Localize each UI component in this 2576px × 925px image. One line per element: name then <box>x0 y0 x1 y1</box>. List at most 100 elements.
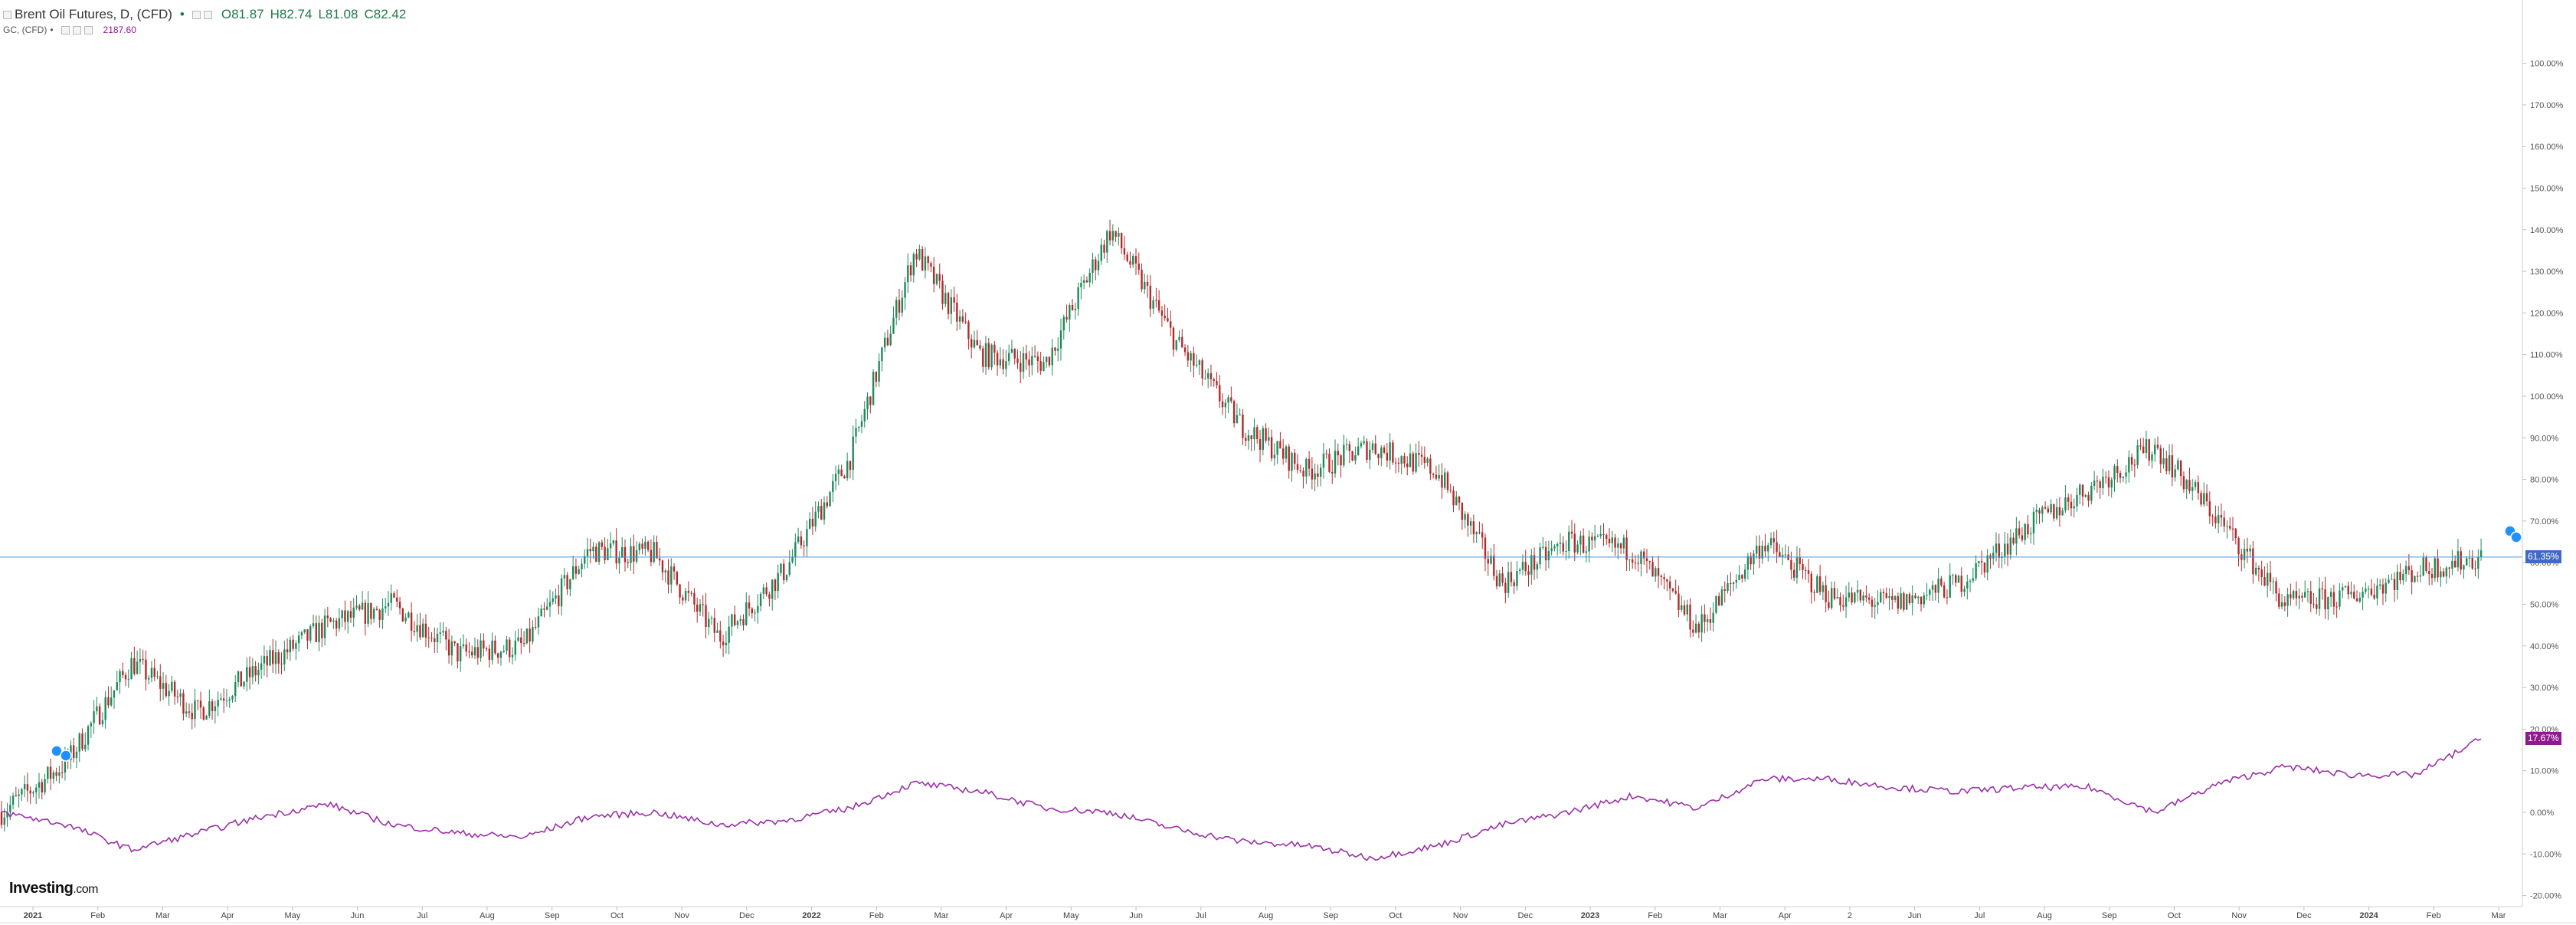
brent-candle <box>855 418 857 444</box>
candle-body <box>0 812 3 825</box>
candle-body <box>1579 535 1582 545</box>
candle-body <box>1057 348 1059 351</box>
candle-body <box>2004 543 2006 558</box>
candle-body <box>191 713 193 720</box>
candle-body <box>1795 557 1799 578</box>
candle-body <box>1513 582 1515 586</box>
brent-candle <box>915 248 918 267</box>
brent-candle <box>2087 491 2090 507</box>
brent-candle <box>237 670 240 687</box>
collapse-icon[interactable] <box>3 10 11 19</box>
candle-body <box>814 511 817 527</box>
brent-candle <box>1867 593 1871 605</box>
candle-body <box>1602 533 1605 536</box>
brent-candle <box>1709 607 1712 631</box>
candle-body <box>1085 280 1088 283</box>
brent-candle <box>1648 560 1651 570</box>
brent-candle <box>1213 377 1215 388</box>
candle-body <box>2260 569 2263 577</box>
candle-body <box>1720 589 1723 606</box>
brent-candle <box>2316 597 2318 615</box>
candle-body <box>139 659 142 662</box>
brent-candle <box>1588 530 1590 563</box>
candle-body <box>38 782 41 788</box>
legend-second-title[interactable]: GC, (CFD) <box>3 25 47 35</box>
brent-candle <box>2419 565 2422 582</box>
candle-body <box>875 372 878 382</box>
close-icon[interactable] <box>203 10 212 19</box>
brent-candle <box>11 792 15 810</box>
brent-candle <box>1134 248 1137 276</box>
candle-body <box>716 630 718 633</box>
candle-body <box>1983 562 1986 573</box>
brent-candle <box>47 766 49 784</box>
brent-candle <box>1043 356 1045 372</box>
candle-body <box>364 602 367 624</box>
legend-symbol-title[interactable]: Brent Oil Futures, D, (CFD) <box>15 7 172 21</box>
brent-candle <box>2055 498 2058 520</box>
candle-body <box>2434 558 2436 579</box>
brent-candle <box>757 594 759 624</box>
candle-body <box>1475 532 1478 535</box>
brent-candle <box>355 595 358 611</box>
brent-candle <box>139 648 142 674</box>
brent-candle <box>2290 583 2292 606</box>
close-icon-2[interactable] <box>83 25 93 34</box>
candle-body <box>635 550 638 562</box>
brent-candle <box>811 507 814 535</box>
candle-body <box>2477 556 2479 569</box>
candle-body <box>1628 559 1631 561</box>
x-tick-label: Apr <box>1000 911 1013 920</box>
brent-candle <box>1288 444 1290 479</box>
candle-body <box>1134 256 1137 264</box>
brent-candles <box>0 219 2483 832</box>
candle-body <box>912 254 915 276</box>
candle-body <box>124 674 127 680</box>
candle-body <box>2018 528 2021 536</box>
candle-body <box>2081 484 2084 497</box>
brent-candle <box>372 607 375 623</box>
candle-body <box>289 639 292 653</box>
brent-candle <box>574 558 578 579</box>
brent-candle <box>584 549 586 569</box>
candle-body <box>116 682 118 690</box>
candle-body <box>387 602 390 607</box>
candle-body <box>933 266 935 284</box>
brent-candle <box>1325 449 1327 459</box>
brent-candle <box>385 597 387 614</box>
brent-candle <box>1593 524 1596 548</box>
candle-body <box>1455 497 1458 506</box>
brent-candle <box>1432 472 1435 479</box>
candle-body <box>1028 359 1030 366</box>
settings-icon-2[interactable] <box>72 25 81 34</box>
eye-icon[interactable] <box>61 25 70 34</box>
brent-candle <box>970 334 973 359</box>
gold-line-layer <box>1 738 2482 861</box>
brent-candle <box>1544 541 1547 571</box>
candle-body <box>754 612 756 614</box>
candle-body <box>457 643 459 661</box>
candle-body <box>1132 256 1134 265</box>
brent-candle <box>58 766 61 784</box>
x-tick-label: Mar <box>934 911 948 920</box>
candle-body <box>713 618 716 633</box>
candle-body <box>1406 463 1409 467</box>
brent-candle <box>1975 555 1977 581</box>
brent-candle <box>1360 441 1363 449</box>
brent-candle <box>349 600 352 623</box>
brent-candle <box>2306 588 2309 603</box>
candle-body <box>2171 455 2174 477</box>
brent-candle <box>964 312 967 325</box>
gold-series-line <box>1 738 2482 861</box>
candle-body <box>2278 593 2280 607</box>
brent-candle <box>1582 528 1585 554</box>
candle-body <box>283 649 286 665</box>
candle-body <box>1830 588 1833 608</box>
brent-candle <box>2081 484 2084 507</box>
brent-candle <box>1022 346 1025 379</box>
settings-icon[interactable] <box>191 10 201 19</box>
brent-candle <box>534 617 537 630</box>
candle-body <box>1516 570 1518 586</box>
brent-candle <box>220 693 222 701</box>
